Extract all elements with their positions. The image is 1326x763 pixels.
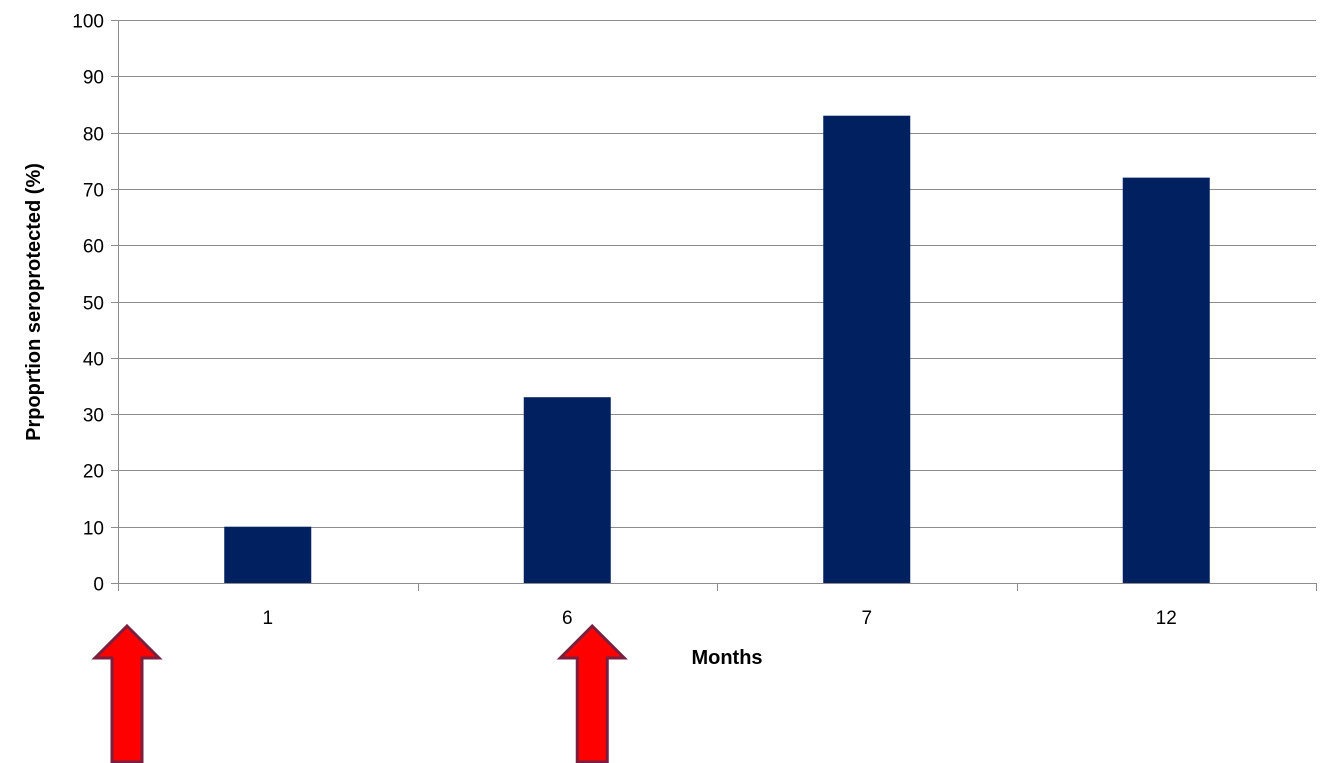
- y-tick-label: 40: [83, 350, 104, 371]
- axes: [111, 20, 1317, 591]
- y-tick-label: 90: [83, 68, 104, 89]
- bar-6: [523, 397, 611, 583]
- tick-labels: 0 10 20 30 40 50 60 70 80 90 100 1 6 7 12: [72, 12, 1177, 630]
- bar-7: [823, 115, 911, 584]
- annotation-arrows: [91, 623, 628, 763]
- bar-12: [1122, 177, 1210, 583]
- annotation-arrow-1: [91, 623, 163, 763]
- y-axis-title: Prpoprtion seroprotected (%): [23, 163, 45, 441]
- y-tick-label: 50: [83, 294, 104, 315]
- x-axis-title: Months: [691, 647, 762, 669]
- y-tick-label: 30: [83, 406, 104, 427]
- y-tick-label: 0: [93, 575, 104, 596]
- y-tick-label: 80: [83, 125, 104, 146]
- bar-1: [224, 526, 312, 583]
- y-tick-label: 100: [72, 12, 104, 33]
- gridlines: [118, 20, 1316, 528]
- x-tick-label: 12: [1156, 608, 1177, 629]
- y-tick-label: 10: [83, 519, 104, 540]
- y-tick-label: 70: [83, 181, 104, 202]
- annotation-arrow-2: [556, 623, 628, 763]
- y-tick-label: 20: [83, 462, 104, 483]
- x-tick-label: 1: [262, 608, 273, 629]
- x-tick-label: 7: [861, 608, 872, 629]
- y-tick-label: 60: [83, 237, 104, 258]
- x-tick-label: 6: [562, 608, 573, 629]
- bars: [224, 115, 1210, 584]
